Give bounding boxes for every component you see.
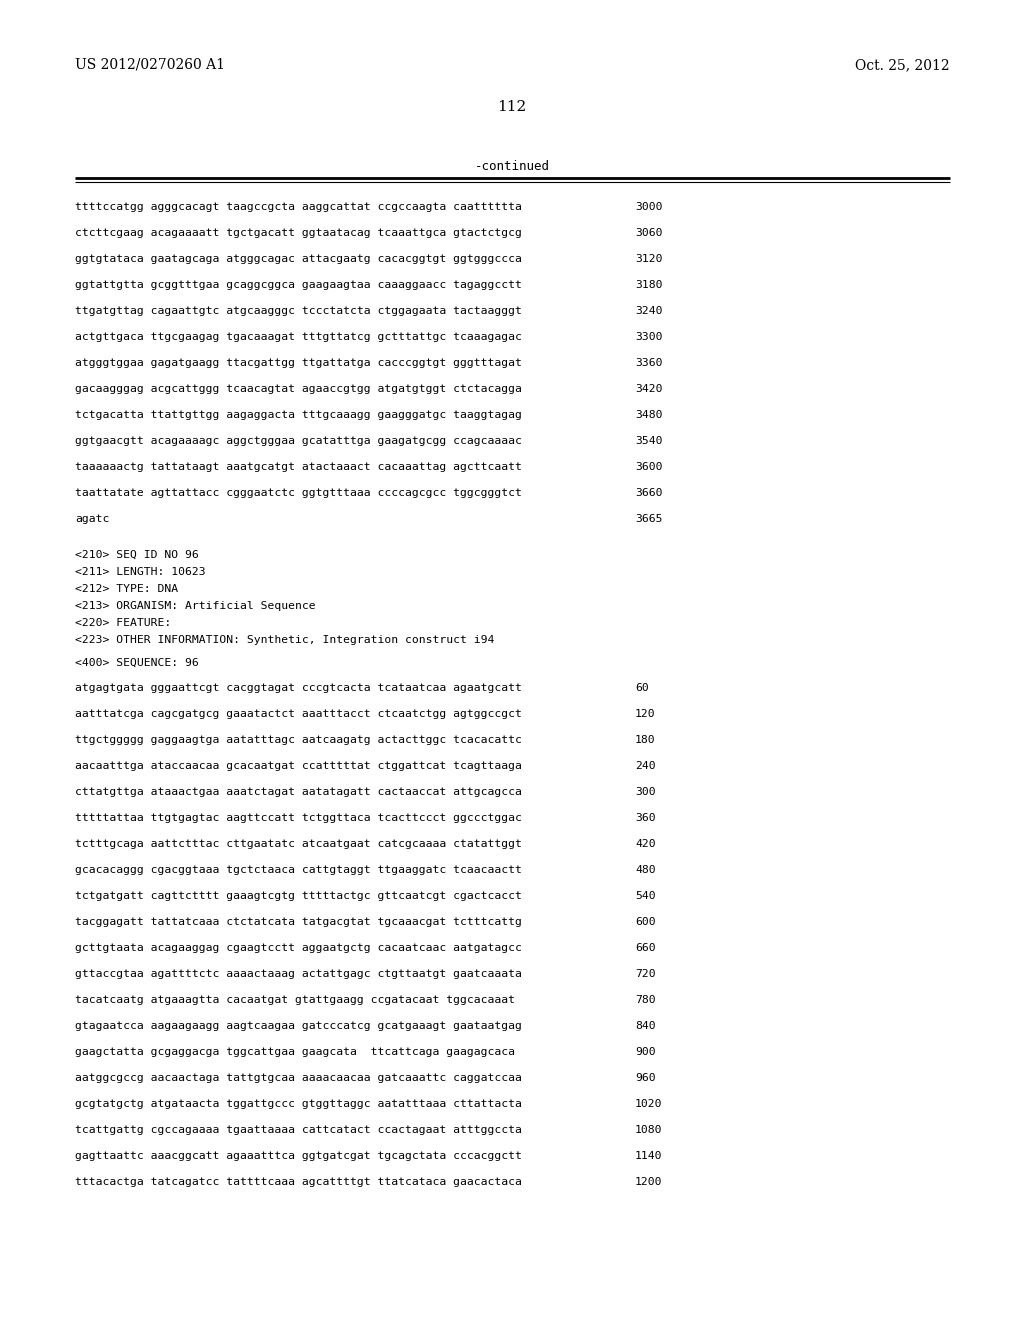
Text: US 2012/0270260 A1: US 2012/0270260 A1 <box>75 58 225 73</box>
Text: 3540: 3540 <box>635 436 663 446</box>
Text: 960: 960 <box>635 1073 655 1082</box>
Text: gagttaattc aaacggcatt agaaatttca ggtgatcgat tgcagctata cccacggctt: gagttaattc aaacggcatt agaaatttca ggtgatc… <box>75 1151 522 1162</box>
Text: 900: 900 <box>635 1047 655 1057</box>
Text: 3360: 3360 <box>635 358 663 368</box>
Text: 3660: 3660 <box>635 488 663 498</box>
Text: gaagctatta gcgaggacga tggcattgaa gaagcata  ttcattcaga gaagagcaca: gaagctatta gcgaggacga tggcattgaa gaagcat… <box>75 1047 515 1057</box>
Text: tacggagatt tattatcaaa ctctatcata tatgacgtat tgcaaacgat tctttcattg: tacggagatt tattatcaaa ctctatcata tatgacg… <box>75 917 522 927</box>
Text: 660: 660 <box>635 942 655 953</box>
Text: 120: 120 <box>635 709 655 719</box>
Text: 3120: 3120 <box>635 253 663 264</box>
Text: 1020: 1020 <box>635 1100 663 1109</box>
Text: actgttgaca ttgcgaagag tgacaaagat tttgttatcg gctttattgc tcaaagagac: actgttgaca ttgcgaagag tgacaaagat tttgtta… <box>75 333 522 342</box>
Text: 420: 420 <box>635 840 655 849</box>
Text: 60: 60 <box>635 682 649 693</box>
Text: gcacacaggg cgacggtaaa tgctctaaca cattgtaggt ttgaaggatc tcaacaactt: gcacacaggg cgacggtaaa tgctctaaca cattgta… <box>75 865 522 875</box>
Text: gcgtatgctg atgataacta tggattgccc gtggttaggc aatatttaaa cttattacta: gcgtatgctg atgataacta tggattgccc gtggtta… <box>75 1100 522 1109</box>
Text: 3180: 3180 <box>635 280 663 290</box>
Text: 480: 480 <box>635 865 655 875</box>
Text: aatggcgccg aacaactaga tattgtgcaa aaaacaacaa gatcaaattc caggatccaa: aatggcgccg aacaactaga tattgtgcaa aaaacaa… <box>75 1073 522 1082</box>
Text: Oct. 25, 2012: Oct. 25, 2012 <box>855 58 950 73</box>
Text: 540: 540 <box>635 891 655 902</box>
Text: taattatate agttattacc cgggaatctc ggtgtttaaa ccccagcgcc tggcgggtct: taattatate agttattacc cgggaatctc ggtgttt… <box>75 488 522 498</box>
Text: aacaatttga ataccaacaa gcacaatgat ccatttttat ctggattcat tcagttaaga: aacaatttga ataccaacaa gcacaatgat ccatttt… <box>75 762 522 771</box>
Text: gttaccgtaa agattttctc aaaactaaag actattgagc ctgttaatgt gaatcaaata: gttaccgtaa agattttctc aaaactaaag actattg… <box>75 969 522 979</box>
Text: 840: 840 <box>635 1020 655 1031</box>
Text: gcttgtaata acagaaggag cgaagtcctt aggaatgctg cacaatcaac aatgatagcc: gcttgtaata acagaaggag cgaagtcctt aggaatg… <box>75 942 522 953</box>
Text: 780: 780 <box>635 995 655 1005</box>
Text: 1200: 1200 <box>635 1177 663 1187</box>
Text: 3420: 3420 <box>635 384 663 393</box>
Text: tctttgcaga aattctttac cttgaatatc atcaatgaat catcgcaaaa ctatattggt: tctttgcaga aattctttac cttgaatatc atcaatg… <box>75 840 522 849</box>
Text: 240: 240 <box>635 762 655 771</box>
Text: 360: 360 <box>635 813 655 822</box>
Text: 180: 180 <box>635 735 655 744</box>
Text: 112: 112 <box>498 100 526 114</box>
Text: tctgacatta ttattgttgg aagaggacta tttgcaaagg gaagggatgc taaggtagag: tctgacatta ttattgttgg aagaggacta tttgcaa… <box>75 411 522 420</box>
Text: agatc: agatc <box>75 513 110 524</box>
Text: 3240: 3240 <box>635 306 663 315</box>
Text: 3665: 3665 <box>635 513 663 524</box>
Text: 1080: 1080 <box>635 1125 663 1135</box>
Text: tctgatgatt cagttctttt gaaagtcgtg tttttactgc gttcaatcgt cgactcacct: tctgatgatt cagttctttt gaaagtcgtg tttttac… <box>75 891 522 902</box>
Text: <213> ORGANISM: Artificial Sequence: <213> ORGANISM: Artificial Sequence <box>75 601 315 611</box>
Text: <220> FEATURE:: <220> FEATURE: <box>75 618 171 628</box>
Text: -continued: -continued <box>474 160 550 173</box>
Text: atgggtggaa gagatgaagg ttacgattgg ttgattatga cacccggtgt gggtttagat: atgggtggaa gagatgaagg ttacgattgg ttgatta… <box>75 358 522 368</box>
Text: 3060: 3060 <box>635 228 663 238</box>
Text: 720: 720 <box>635 969 655 979</box>
Text: ttgatgttag cagaattgtc atgcaagggc tccctatcta ctggagaata tactaagggt: ttgatgttag cagaattgtc atgcaagggc tccctat… <box>75 306 522 315</box>
Text: ttttccatgg agggcacagt taagccgcta aaggcattat ccgccaagta caatttttta: ttttccatgg agggcacagt taagccgcta aaggcat… <box>75 202 522 213</box>
Text: 3000: 3000 <box>635 202 663 213</box>
Text: ggtgaacgtt acagaaaagc aggctgggaa gcatatttga gaagatgcgg ccagcaaaac: ggtgaacgtt acagaaaagc aggctgggaa gcatatt… <box>75 436 522 446</box>
Text: <400> SEQUENCE: 96: <400> SEQUENCE: 96 <box>75 657 199 668</box>
Text: 300: 300 <box>635 787 655 797</box>
Text: <210> SEQ ID NO 96: <210> SEQ ID NO 96 <box>75 550 199 560</box>
Text: ctcttcgaag acagaaaatt tgctgacatt ggtaatacag tcaaattgca gtactctgcg: ctcttcgaag acagaaaatt tgctgacatt ggtaata… <box>75 228 522 238</box>
Text: atgagtgata gggaattcgt cacggtagat cccgtcacta tcataatcaa agaatgcatt: atgagtgata gggaattcgt cacggtagat cccgtca… <box>75 682 522 693</box>
Text: tacatcaatg atgaaagtta cacaatgat gtattgaagg ccgatacaat tggcacaaat: tacatcaatg atgaaagtta cacaatgat gtattgaa… <box>75 995 515 1005</box>
Text: 3600: 3600 <box>635 462 663 473</box>
Text: <223> OTHER INFORMATION: Synthetic, Integration construct i94: <223> OTHER INFORMATION: Synthetic, Inte… <box>75 635 495 645</box>
Text: gacaagggag acgcattggg tcaacagtat agaaccgtgg atgatgtggt ctctacagga: gacaagggag acgcattggg tcaacagtat agaaccg… <box>75 384 522 393</box>
Text: <212> TYPE: DNA: <212> TYPE: DNA <box>75 583 178 594</box>
Text: taaaaaactg tattataagt aaatgcatgt atactaaact cacaaattag agcttcaatt: taaaaaactg tattataagt aaatgcatgt atactaa… <box>75 462 522 473</box>
Text: <211> LENGTH: 10623: <211> LENGTH: 10623 <box>75 568 206 577</box>
Text: 3300: 3300 <box>635 333 663 342</box>
Text: cttatgttga ataaactgaa aaatctagat aatatagatt cactaaccat attgcagcca: cttatgttga ataaactgaa aaatctagat aatatag… <box>75 787 522 797</box>
Text: ggtattgtta gcggtttgaa gcaggcggca gaagaagtaa caaaggaacc tagaggcctt: ggtattgtta gcggtttgaa gcaggcggca gaagaag… <box>75 280 522 290</box>
Text: ttgctggggg gaggaagtga aatatttagc aatcaagatg actacttggc tcacacattc: ttgctggggg gaggaagtga aatatttagc aatcaag… <box>75 735 522 744</box>
Text: ggtgtataca gaatagcaga atgggcagac attacgaatg cacacggtgt ggtgggccca: ggtgtataca gaatagcaga atgggcagac attacga… <box>75 253 522 264</box>
Text: tttttattaa ttgtgagtac aagttccatt tctggttaca tcacttccct ggccctggac: tttttattaa ttgtgagtac aagttccatt tctggtt… <box>75 813 522 822</box>
Text: tttacactga tatcagatcc tattttcaaa agcattttgt ttatcataca gaacactaca: tttacactga tatcagatcc tattttcaaa agcattt… <box>75 1177 522 1187</box>
Text: aatttatcga cagcgatgcg gaaatactct aaatttacct ctcaatctgg agtggccgct: aatttatcga cagcgatgcg gaaatactct aaattta… <box>75 709 522 719</box>
Text: gtagaatcca aagaagaagg aagtcaagaa gatcccatcg gcatgaaagt gaataatgag: gtagaatcca aagaagaagg aagtcaagaa gatccca… <box>75 1020 522 1031</box>
Text: 600: 600 <box>635 917 655 927</box>
Text: 1140: 1140 <box>635 1151 663 1162</box>
Text: 3480: 3480 <box>635 411 663 420</box>
Text: tcattgattg cgccagaaaa tgaattaaaa cattcatact ccactagaat atttggccta: tcattgattg cgccagaaaa tgaattaaaa cattcat… <box>75 1125 522 1135</box>
